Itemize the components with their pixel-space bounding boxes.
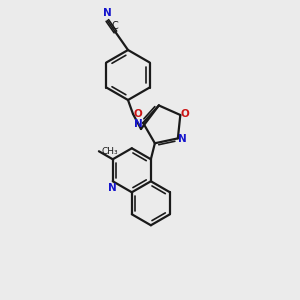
Text: O: O	[134, 109, 143, 119]
Text: N: N	[134, 119, 142, 129]
Text: C: C	[111, 21, 118, 31]
Text: N: N	[103, 8, 112, 17]
Text: O: O	[181, 109, 190, 119]
Text: N: N	[178, 134, 187, 144]
Text: CH₃: CH₃	[102, 147, 119, 156]
Text: N: N	[108, 183, 117, 193]
